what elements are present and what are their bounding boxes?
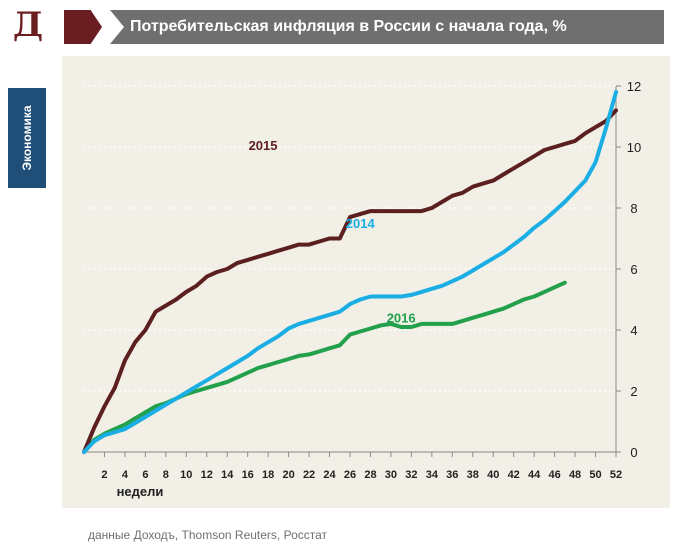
series-line-2014 bbox=[82, 90, 618, 454]
x-tick-label: 50 bbox=[589, 469, 601, 481]
x-tick-label: 22 bbox=[303, 469, 315, 481]
x-tick-label: 32 bbox=[405, 469, 417, 481]
x-tick-label: 8 bbox=[163, 469, 169, 481]
y-tick-label: 2 bbox=[630, 384, 637, 399]
x-tick-label: 28 bbox=[364, 469, 376, 481]
section-tab[interactable] bbox=[8, 88, 46, 188]
brand-logo: Д bbox=[12, 5, 44, 45]
x-tick-label: 16 bbox=[242, 469, 254, 481]
y-tick-label: 6 bbox=[630, 262, 637, 277]
x-tick-label: 18 bbox=[262, 469, 274, 481]
x-tick-label: 4 bbox=[122, 469, 129, 481]
series-label-2014: 2014 bbox=[346, 216, 376, 231]
x-tick-label: 44 bbox=[528, 469, 541, 481]
x-tick-label: 12 bbox=[201, 469, 213, 481]
x-axis-label: недели bbox=[117, 484, 164, 499]
x-tick-label: 42 bbox=[508, 469, 520, 481]
series-label-2016: 2016 bbox=[387, 310, 416, 325]
chart-title: Потребительская инфляция в России с нача… bbox=[130, 18, 567, 35]
source-note: данные Доходъ, Thomson Reuters, Росстат bbox=[88, 528, 328, 542]
x-tick-label: 2 bbox=[101, 469, 107, 481]
x-tick-label: 36 bbox=[446, 469, 458, 481]
title-bar bbox=[110, 10, 664, 44]
y-tick-label: 10 bbox=[627, 140, 641, 155]
y-tick-label: 8 bbox=[630, 201, 637, 216]
x-tick-label: 24 bbox=[323, 469, 336, 481]
x-tick-label: 14 bbox=[221, 469, 234, 481]
y-tick-label: 0 bbox=[630, 445, 637, 460]
x-tick-label: 10 bbox=[180, 469, 192, 481]
series-label-2015: 2015 bbox=[249, 138, 278, 153]
y-tick-label: 12 bbox=[627, 79, 641, 94]
x-tick-label: 46 bbox=[548, 469, 560, 481]
chart-background bbox=[62, 56, 670, 508]
series-line-2016 bbox=[82, 280, 567, 454]
x-tick-label: 38 bbox=[467, 469, 479, 481]
x-tick-label: 40 bbox=[487, 469, 499, 481]
x-tick-label: 26 bbox=[344, 469, 356, 481]
grid-lines bbox=[84, 85, 616, 392]
x-tick-label: 20 bbox=[282, 469, 294, 481]
axes bbox=[84, 85, 621, 457]
y-tick-label: 4 bbox=[630, 323, 637, 338]
x-tick-label: 34 bbox=[426, 469, 439, 481]
x-tick-label: 48 bbox=[569, 469, 581, 481]
series-line-2015 bbox=[82, 108, 618, 454]
x-tick-label: 6 bbox=[142, 469, 148, 481]
x-tick-label: 30 bbox=[385, 469, 397, 481]
series-lines bbox=[82, 90, 618, 454]
x-tick-label: 52 bbox=[610, 469, 622, 481]
series-labels: 2016 2015 2014 bbox=[249, 138, 416, 325]
